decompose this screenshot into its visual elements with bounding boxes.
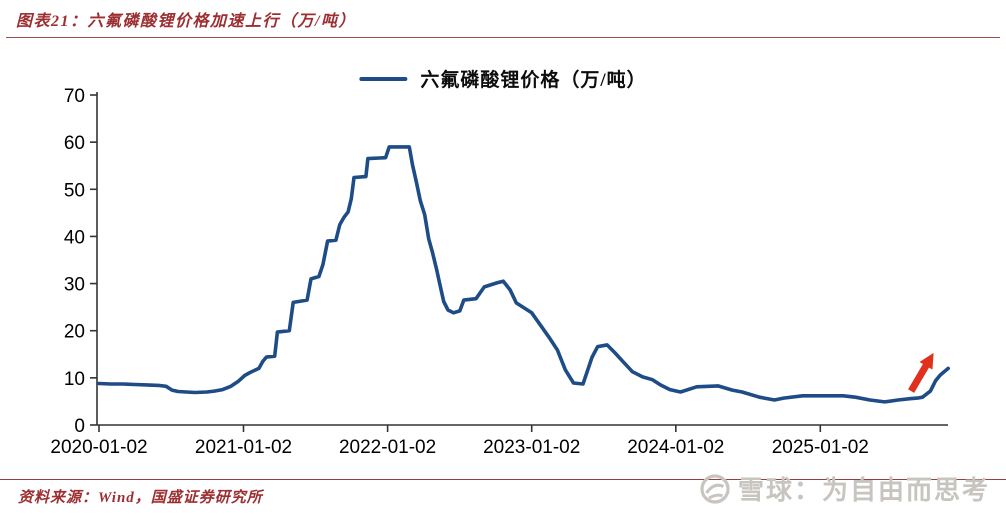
x-tick-label: 2021-01-02 bbox=[195, 437, 292, 458]
watermark-text: 雪球：为自由而思考 bbox=[737, 475, 990, 505]
xueqiu-logo-icon bbox=[700, 473, 730, 504]
x-tick-label: 2023-01-02 bbox=[483, 437, 580, 458]
top-divider bbox=[6, 37, 1000, 38]
y-tick-label: 0 bbox=[74, 416, 85, 437]
y-tick-label: 20 bbox=[64, 322, 85, 343]
chart-legend: 六氟磷酸锂价格（万/吨） bbox=[359, 65, 646, 92]
price-series-line bbox=[97, 145, 950, 404]
source-note: 资料来源：Wind，国盛证券研究所 bbox=[18, 490, 263, 506]
x-tick-label: 2025-01-02 bbox=[772, 437, 869, 458]
x-tick-label: 2024-01-02 bbox=[627, 437, 724, 458]
uptrend-arrow-head bbox=[919, 352, 934, 370]
y-tick-label: 70 bbox=[64, 86, 85, 107]
figure-title: 图表21：六氟磷酸锂价格加速上行（万/吨） bbox=[16, 13, 356, 30]
y-tick-label: 10 bbox=[64, 369, 85, 390]
y-tick-label: 50 bbox=[64, 180, 85, 201]
x-tick-label: 2022-01-02 bbox=[339, 437, 436, 458]
uptrend-arrow-shaft bbox=[908, 362, 931, 393]
price-line-chart: 0 10 20 30 40 50 60 70 2020-01-02 2021-01-02 2022-… bbox=[50, 86, 950, 458]
bottom-divider bbox=[0, 479, 1006, 480]
legend-label: 六氟磷酸锂价格（万/吨） bbox=[420, 70, 647, 91]
y-tick-label: 40 bbox=[64, 227, 85, 248]
watermark: 雪球：为自由而思考 bbox=[699, 470, 990, 507]
y-tick-label: 60 bbox=[64, 133, 85, 154]
y-tick-label: 30 bbox=[64, 275, 85, 296]
legend-line-swatch bbox=[359, 76, 408, 81]
x-tick-label: 2020-01-02 bbox=[50, 437, 147, 458]
